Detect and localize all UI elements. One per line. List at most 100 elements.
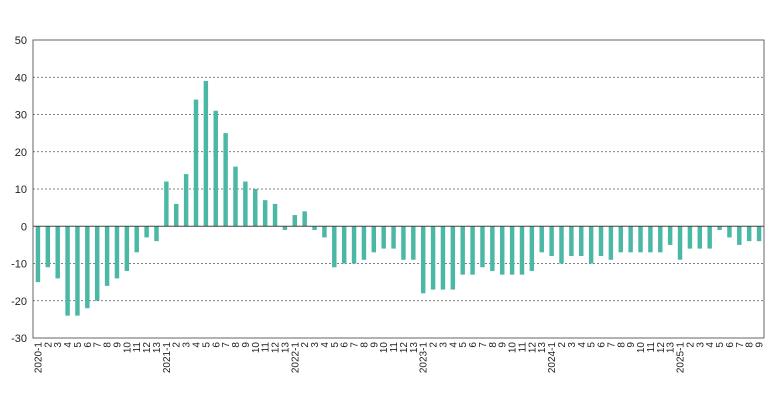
x-tick-label: 12 xyxy=(271,342,282,354)
x-tick-label: 7 xyxy=(606,342,617,348)
x-tick-label: 7 xyxy=(93,342,104,348)
y-tick-label: 20 xyxy=(15,147,27,159)
x-tick-label: 2 xyxy=(172,342,183,348)
x-tick-label: 5 xyxy=(458,342,469,348)
x-tick-label: 13 xyxy=(280,342,291,354)
bar xyxy=(371,226,377,253)
x-tick-label: 10 xyxy=(508,342,519,354)
y-tick-label: -20 xyxy=(11,296,27,308)
y-tick-label: -30 xyxy=(11,333,27,345)
bar xyxy=(332,226,337,268)
x-tick-label: 11 xyxy=(389,342,400,353)
bar xyxy=(361,226,367,260)
x-tick-label: 10 xyxy=(636,342,647,354)
x-tick-label: 8 xyxy=(103,342,114,348)
bar xyxy=(727,226,732,238)
x-tick-label: 9 xyxy=(369,342,380,348)
x-tick-label: 5 xyxy=(715,342,726,348)
bar xyxy=(687,226,693,249)
bar xyxy=(440,226,446,290)
y-tick-label: 10 xyxy=(15,184,27,196)
bar xyxy=(85,226,90,309)
x-tick-label: 2025-1 xyxy=(676,342,687,374)
x-tick-label: 6 xyxy=(468,342,479,348)
x-tick-label: 5 xyxy=(330,342,341,348)
x-tick-label: 2 xyxy=(43,342,54,348)
bar xyxy=(549,226,554,257)
bar xyxy=(746,226,752,242)
x-tick-label: 2 xyxy=(685,342,696,348)
x-tick-label: 3 xyxy=(438,342,449,348)
y-tick-label: 50 xyxy=(15,35,27,47)
bar xyxy=(35,226,41,283)
x-tick-label: 3 xyxy=(182,342,193,348)
x-tick-label: 2 xyxy=(557,342,568,348)
x-tick-label: 2020-1 xyxy=(33,342,44,374)
bar xyxy=(164,181,169,227)
x-tick-label: 5 xyxy=(73,342,84,348)
x-tick-label: 11 xyxy=(261,342,272,353)
bar xyxy=(608,226,614,260)
bar xyxy=(598,226,604,257)
bar xyxy=(500,226,505,275)
x-tick-label: 11 xyxy=(132,342,143,353)
bar xyxy=(75,226,80,316)
x-tick-label: 12 xyxy=(142,342,153,354)
bar xyxy=(420,226,426,294)
bar xyxy=(144,226,149,238)
x-tick-label: 6 xyxy=(83,342,94,348)
bar xyxy=(717,226,722,230)
x-tick-label: 13 xyxy=(666,342,677,354)
bar xyxy=(253,189,258,227)
bar xyxy=(233,166,238,227)
x-tick-label: 5 xyxy=(201,342,212,348)
x-tick-label: 4 xyxy=(705,342,716,348)
x-tick-label: 12 xyxy=(527,342,538,354)
x-axis-ticks: 2020-123456789101112132021-1234567891011… xyxy=(33,342,765,374)
bar xyxy=(381,226,386,249)
x-tick-label: 9 xyxy=(755,342,766,348)
bar xyxy=(628,226,633,253)
bar xyxy=(490,226,495,271)
bar xyxy=(579,226,584,257)
bars xyxy=(35,80,762,316)
bar xyxy=(262,200,268,227)
x-tick-label: 9 xyxy=(241,342,252,348)
x-tick-label: 3 xyxy=(53,342,64,348)
bar xyxy=(509,226,515,275)
x-tick-label: 7 xyxy=(478,342,489,348)
x-tick-label: 2022-1 xyxy=(290,342,301,374)
x-tick-label: 13 xyxy=(537,342,548,354)
bar xyxy=(124,226,130,271)
x-tick-label: 4 xyxy=(63,342,74,348)
x-tick-label: 2 xyxy=(429,342,440,348)
bar xyxy=(430,226,436,290)
bar xyxy=(134,226,139,253)
y-axis-ticks: 50 40 30 20 10 0 -10 -20 -30 xyxy=(11,35,27,345)
bar xyxy=(697,226,703,249)
bar xyxy=(588,226,594,264)
x-tick-label: 2 xyxy=(300,342,311,348)
bar xyxy=(55,226,60,279)
x-tick-label: 9 xyxy=(112,342,123,348)
bar xyxy=(391,226,396,249)
x-tick-label: 4 xyxy=(448,342,459,348)
bar xyxy=(756,226,762,242)
y-tick-label: -10 xyxy=(11,259,27,271)
x-tick-label: 3 xyxy=(567,342,578,348)
x-tick-label: 9 xyxy=(626,342,637,348)
bar xyxy=(243,181,248,227)
x-tick-label: 9 xyxy=(498,342,509,348)
bar xyxy=(677,226,683,260)
bar xyxy=(213,110,218,227)
x-tick-label: 4 xyxy=(191,342,202,348)
x-tick-label: 6 xyxy=(597,342,608,348)
bar xyxy=(65,226,70,316)
x-tick-label: 11 xyxy=(646,342,657,353)
x-tick-label: 12 xyxy=(399,342,410,354)
x-tick-label: 8 xyxy=(231,342,242,348)
bar xyxy=(94,226,100,301)
bar xyxy=(618,226,623,253)
x-tick-label: 8 xyxy=(745,342,756,348)
bar xyxy=(638,226,643,253)
